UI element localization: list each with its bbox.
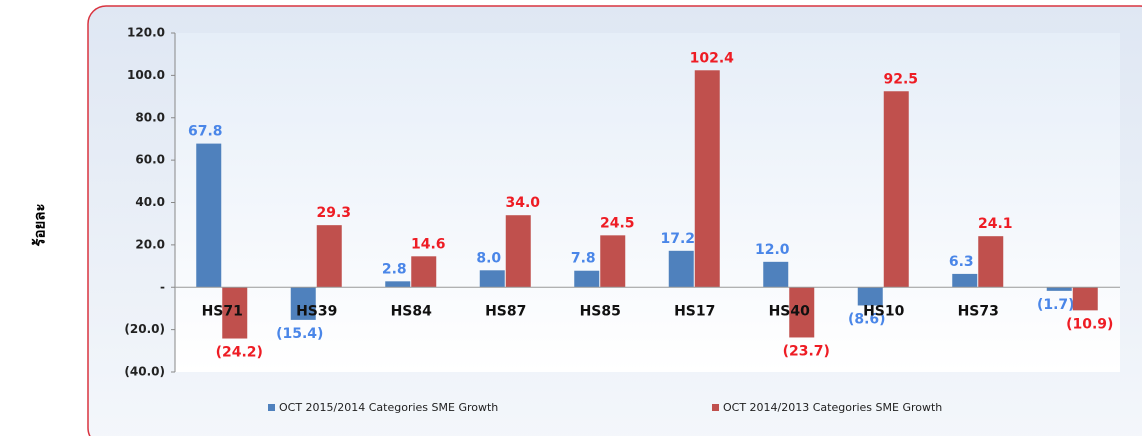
data-label: (1.7) [1037, 297, 1075, 313]
data-label: 34.0 [505, 195, 540, 211]
bar [505, 215, 531, 288]
x-tick-label: HS17 [674, 303, 715, 319]
data-label: 29.3 [316, 205, 351, 221]
bar [952, 273, 978, 288]
data-label: 24.1 [978, 216, 1013, 232]
legend-label: OCT 2015/2014 Categories SME Growth [279, 401, 498, 414]
x-tick-label: HS85 [580, 303, 621, 319]
y-tick-label: 120.0 [127, 26, 165, 40]
x-tick-label: HS71 [202, 303, 243, 319]
bar [1072, 287, 1098, 311]
data-label: 24.5 [600, 215, 635, 231]
y-tick-label: 20.0 [135, 237, 165, 251]
data-label: 92.5 [883, 71, 918, 87]
data-label: 7.8 [571, 251, 596, 267]
bar [763, 261, 789, 288]
data-label: 6.3 [949, 254, 974, 270]
legend-swatch [712, 404, 719, 411]
x-tick-label: HS40 [769, 303, 811, 319]
data-label: 67.8 [188, 124, 223, 140]
bar [883, 91, 909, 288]
bar [574, 270, 600, 288]
bar [978, 236, 1004, 288]
data-label: 17.2 [660, 231, 695, 247]
y-tick-label: 100.0 [127, 68, 165, 82]
y-tick-label: 60.0 [135, 153, 165, 167]
y-tick-label: (40.0) [124, 365, 165, 379]
y-tick-label: - [160, 280, 165, 294]
data-label: (24.2) [216, 345, 263, 361]
y-tick-label: 80.0 [135, 110, 165, 124]
y-tick-label: (20.0) [124, 322, 165, 336]
data-label: (15.4) [276, 326, 323, 342]
x-tick-label: HS39 [296, 303, 337, 319]
data-label: (8.6) [848, 311, 886, 327]
data-label: 102.4 [690, 50, 735, 66]
data-label: 8.0 [476, 250, 501, 266]
bar [857, 287, 883, 306]
plot-area [175, 33, 1120, 372]
bar [694, 70, 720, 288]
bar [385, 281, 411, 288]
data-label: 14.6 [411, 236, 446, 252]
bar [600, 235, 626, 288]
bar [479, 270, 505, 288]
bar [789, 287, 815, 338]
data-label: 12.0 [755, 242, 790, 258]
data-label: (23.7) [783, 343, 830, 359]
x-tick-label: HS84 [391, 303, 433, 319]
bar [196, 143, 222, 288]
bar [290, 287, 316, 320]
data-label: (10.9) [1066, 316, 1113, 332]
y-axis-label: ร้อยละ [31, 203, 49, 246]
bar [222, 287, 248, 339]
x-tick-label: HS10 [863, 303, 905, 319]
x-tick-label: HS73 [958, 303, 999, 319]
y-tick-label: 40.0 [135, 195, 165, 209]
data-label: 2.8 [382, 261, 407, 277]
bar [411, 256, 437, 288]
bar [1046, 287, 1072, 291]
legend-label: OCT 2014/2013 Categories SME Growth [723, 401, 942, 414]
x-tick-label: HS87 [485, 303, 526, 319]
bar [668, 250, 694, 288]
bar [316, 225, 342, 288]
legend-swatch [268, 404, 275, 411]
